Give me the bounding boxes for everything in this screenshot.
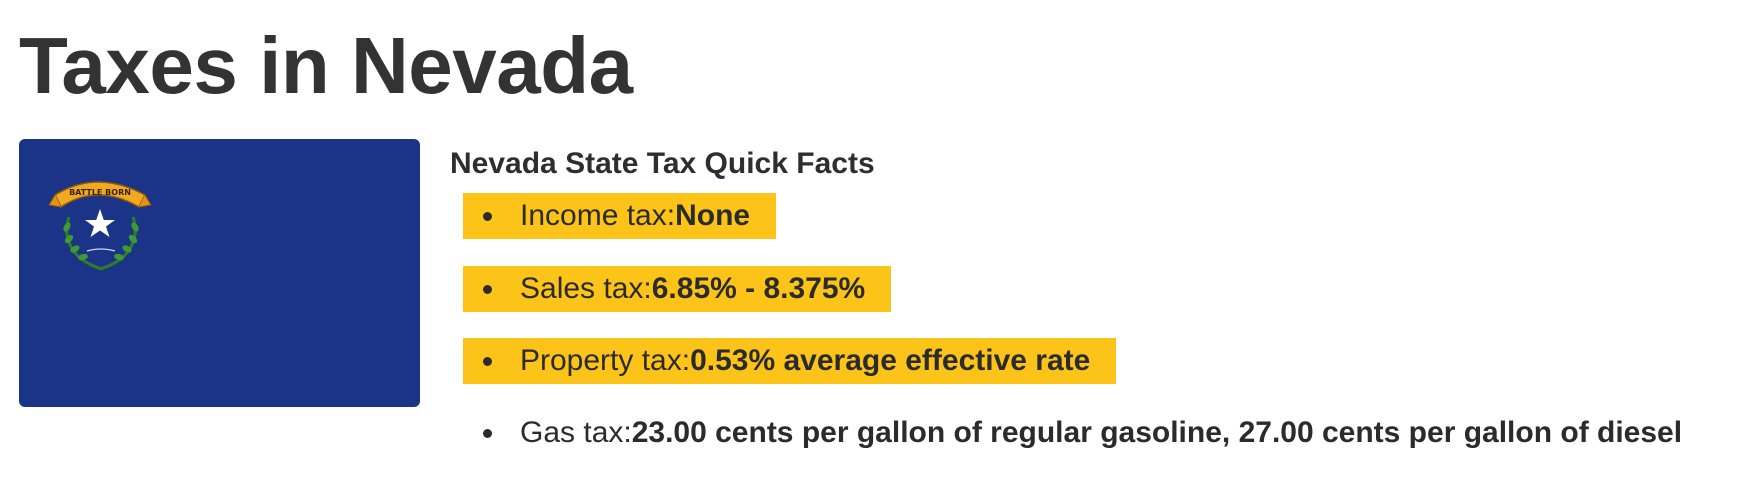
fact-label: Income tax: <box>520 199 676 232</box>
fact-label: Property tax: <box>520 344 691 377</box>
fact-value: None <box>675 199 751 232</box>
nevada-flag-image: BATTLE BORN <box>19 139 420 407</box>
bullet-icon <box>483 356 492 366</box>
fact-sales-tax: Sales tax: 6.85% - 8.375% <box>463 266 892 312</box>
fact-value: 0.53% average effective rate <box>690 344 1091 377</box>
bullet-icon <box>483 284 492 294</box>
page-title: Taxes in Nevada <box>19 21 633 110</box>
facts-heading: Nevada State Tax Quick Facts <box>450 147 875 180</box>
flag-banner-text: BATTLE BORN <box>69 188 131 197</box>
bullet-icon <box>483 428 492 438</box>
fact-label: Gas tax: <box>520 416 632 449</box>
fact-income-tax: Income tax: None <box>463 193 777 239</box>
nevada-flag-icon: BATTLE BORN <box>48 181 152 271</box>
fact-property-tax: Property tax: 0.53% average effective ra… <box>463 338 1117 384</box>
tax-quick-facts: Nevada State Tax Quick Facts Income tax:… <box>450 142 1740 449</box>
fact-gas-tax: Gas tax: 23.00 cents per gallon of regul… <box>463 410 1708 456</box>
bullet-icon <box>483 211 492 221</box>
fact-label: Sales tax: <box>520 272 652 305</box>
fact-value: 23.00 cents per gallon of regular gasoli… <box>631 416 1683 449</box>
fact-value: 6.85% - 8.375% <box>651 272 866 305</box>
